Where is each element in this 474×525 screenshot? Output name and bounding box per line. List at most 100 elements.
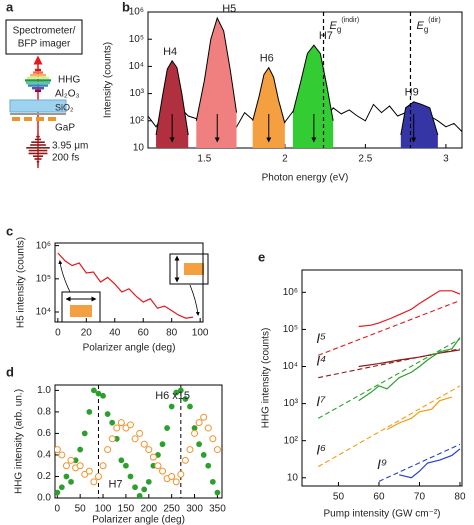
peak-outline (155, 59, 189, 136)
x-tick-label: 0 (55, 328, 61, 339)
data-point (136, 492, 143, 498)
data-point (132, 484, 138, 491)
data-point (191, 425, 198, 431)
pulse-label: 3.95 μm (52, 141, 88, 152)
data-point (126, 421, 134, 429)
antenna-icon (184, 263, 204, 275)
data-point (122, 424, 130, 432)
panel-a: a Spectrometer/ BFP imager HHG Al₂O₃ SiO… (5, 0, 88, 169)
y-axis-label: HHG intensity (counts) (261, 328, 272, 429)
series-label: H6 x15 (155, 390, 190, 402)
data-point (113, 424, 121, 432)
data-point (55, 446, 61, 454)
peak-fill (400, 101, 438, 148)
inset-icons (58, 253, 209, 323)
data-point (159, 467, 167, 475)
y-tick-label: 10⁴ (36, 307, 51, 318)
symbol: E (330, 20, 338, 32)
panel: c 0 20 40 60 80 100 10⁴ 10⁵ 10⁶ Polarizer angle (d… (6, 223, 209, 353)
plot-frame (54, 242, 204, 323)
data-point (99, 462, 107, 470)
panel: e 50 60 70 80 10 10² 10³ 10⁴ 10⁵ 10⁶ Pump intensity… (258, 249, 466, 519)
x-tick-label: 70 (414, 492, 426, 503)
plot-area (55, 385, 221, 498)
data-point (68, 478, 74, 485)
x-tick-label: 50 (333, 492, 345, 503)
y-tick-label: 0.8 (37, 407, 51, 418)
data-point (204, 424, 212, 432)
data-point (187, 403, 193, 410)
superscript: (dir) (428, 17, 440, 24)
data-point (177, 387, 184, 394)
layer-label: Al₂O₃ (55, 89, 80, 100)
x-tick-label: 2.5 (358, 154, 372, 165)
data-point (117, 419, 125, 427)
data-point (136, 429, 144, 437)
panel-letter: c (6, 223, 13, 238)
y-tick-label: 10³ (130, 88, 145, 99)
data-point (131, 435, 139, 443)
x-tick-label: 40 (109, 328, 121, 339)
plot-frame (301, 269, 463, 487)
data-point (173, 389, 180, 396)
y-axis-label: HHG intensity (arb. un.) (14, 389, 25, 494)
pointer-arrow (189, 284, 200, 316)
x-tick-label: 20 (81, 328, 93, 339)
data-point (141, 486, 148, 493)
y-tick-label: 10³ (284, 398, 299, 409)
data-point (164, 425, 170, 431)
x-tick-label: 100 (192, 328, 209, 339)
data-point (186, 446, 194, 454)
x-tick-label: 100 (95, 504, 112, 515)
series-label: I⁵ (316, 330, 326, 346)
data-line (358, 337, 461, 402)
data-point (172, 478, 180, 486)
data-point (213, 446, 221, 454)
data-point (81, 470, 89, 478)
panel-letter: b (122, 0, 130, 14)
peak-fill (156, 60, 189, 148)
data-point (140, 440, 148, 448)
peak-label: H9 (405, 87, 419, 99)
y-tick-label: 10⁶ (283, 287, 298, 298)
data-point (86, 409, 93, 415)
detector-label: Spectrometer/ (13, 26, 76, 37)
layer-label: SiO₂ (55, 102, 74, 112)
pulse-label: 200 fs (52, 153, 79, 164)
peak-fill (252, 67, 285, 148)
peak-label: H6 (260, 53, 274, 65)
antenna-icon (70, 305, 92, 317)
fit-line (318, 300, 461, 356)
data-point (196, 441, 203, 448)
data-line (358, 290, 461, 328)
data-point (209, 435, 217, 443)
x-tick-label: 50 (75, 504, 87, 515)
series-label: I⁶ (316, 441, 326, 457)
series-label: H7 (108, 478, 122, 490)
peak-fill (292, 45, 334, 148)
gap-antennas (12, 117, 56, 121)
y-axis-label: H5 intensity (counts) (16, 237, 27, 328)
data-point (94, 472, 102, 480)
data-line (358, 349, 461, 368)
y-tick-label: 1.0 (37, 385, 51, 396)
data-point (168, 403, 175, 410)
x-tick-label: 350 (209, 504, 226, 515)
x-axis-label: Photon energy (eV) (262, 173, 349, 184)
data-point (214, 489, 221, 496)
panel-letter: a (6, 0, 14, 14)
x-tick-label: 0 (55, 504, 61, 515)
peak-outline (195, 16, 238, 121)
y-tick-label: 10 (287, 472, 299, 483)
data-point (168, 472, 176, 480)
data-point (205, 462, 212, 469)
data-point (195, 419, 203, 427)
data-point (182, 396, 189, 402)
subscript: g (424, 25, 428, 34)
data-point (104, 411, 111, 417)
series-label: I⁴ (316, 352, 326, 368)
y-tick-label: 0.0 (37, 493, 51, 504)
x-tick-label: 60 (138, 328, 150, 339)
x-tick-label: 300 (186, 504, 203, 515)
x-axis-label: Polarizer angle (deg) (92, 515, 185, 525)
